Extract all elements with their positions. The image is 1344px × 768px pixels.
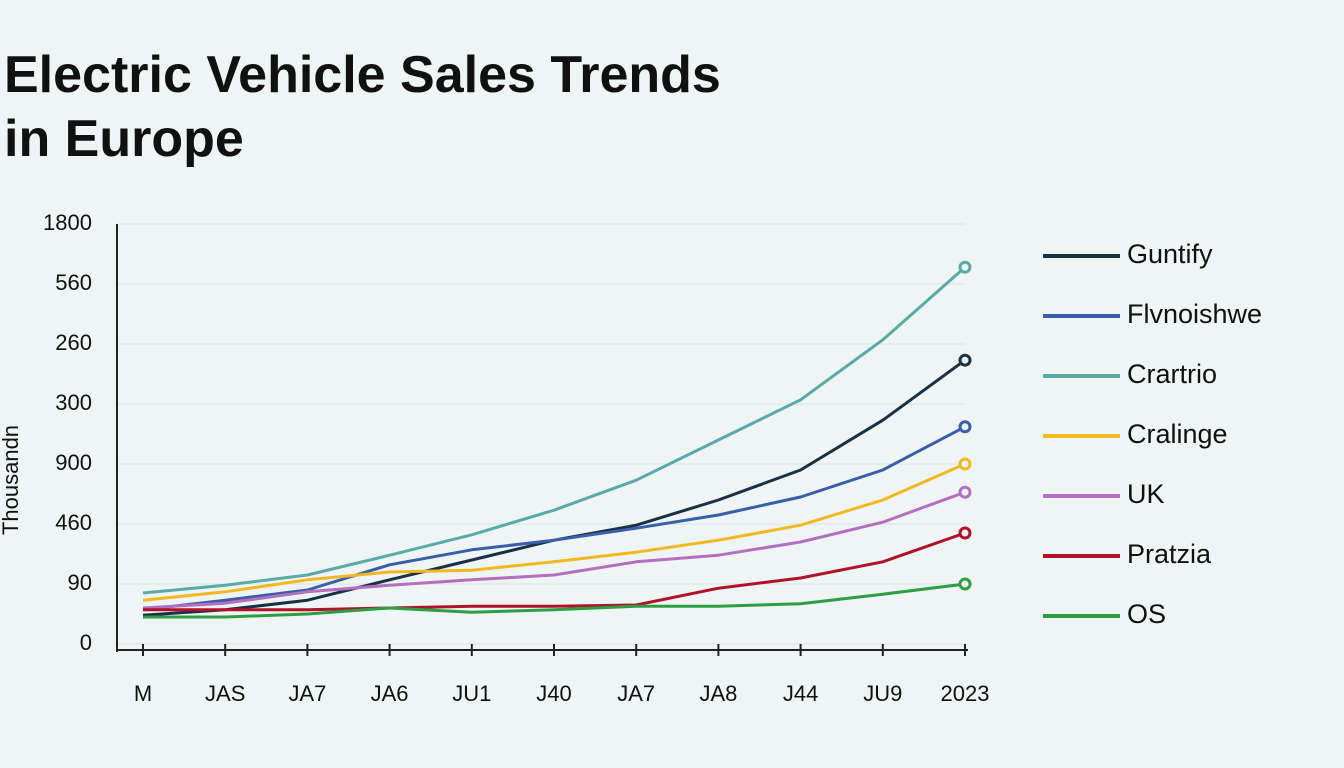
x-tick-label: J44 (783, 681, 818, 706)
x-tick-label: J40 (536, 681, 571, 706)
x-tick-label: JAS (205, 681, 245, 706)
y-tick-label: 900 (55, 450, 92, 475)
x-tick-label: JA7 (617, 681, 655, 706)
x-tick-label: 2023 (941, 681, 990, 706)
legend-label: Crartrio (1127, 359, 1217, 389)
chart-title: Electric Vehicle Sales Trends in Europe (4, 46, 721, 168)
y-tick-label: 560 (55, 270, 92, 295)
legend-label: Flvnoishwe (1127, 299, 1262, 329)
legend-label: OS (1127, 599, 1166, 629)
end-marker (958, 260, 972, 274)
legend-label: Guntify (1127, 239, 1213, 269)
legend-label: Cralinge (1127, 419, 1228, 449)
series-line (143, 582, 966, 619)
series-line (142, 358, 966, 617)
y-tick-label: 90 (68, 570, 92, 595)
end-marker (958, 353, 972, 367)
legend-label: UK (1127, 479, 1165, 509)
x-tick-label: JU9 (863, 681, 902, 706)
end-marker (958, 577, 972, 591)
series-line (142, 266, 966, 595)
series-line (142, 425, 966, 612)
legend-label: Pratzia (1127, 539, 1212, 569)
y-tick-label: 0 (80, 630, 92, 655)
y-axis-label: Thousandn (0, 425, 23, 535)
end-marker (958, 485, 972, 499)
y-tick-label: 1800 (43, 210, 92, 235)
end-marker (958, 526, 972, 540)
series-line (142, 462, 966, 602)
x-tick-label: JA8 (699, 681, 737, 706)
x-tick-label: JU1 (452, 681, 491, 706)
y-tick-label: 460 (55, 510, 92, 535)
end-marker (958, 457, 972, 471)
x-tick-label: JA7 (288, 681, 326, 706)
series-line (143, 531, 966, 612)
series-line (142, 490, 966, 610)
x-tick-label: JA6 (371, 681, 409, 706)
y-tick-label: 300 (55, 390, 92, 415)
x-tick-label: M (134, 681, 152, 706)
y-tick-label: 260 (55, 330, 92, 355)
end-marker (958, 420, 972, 434)
